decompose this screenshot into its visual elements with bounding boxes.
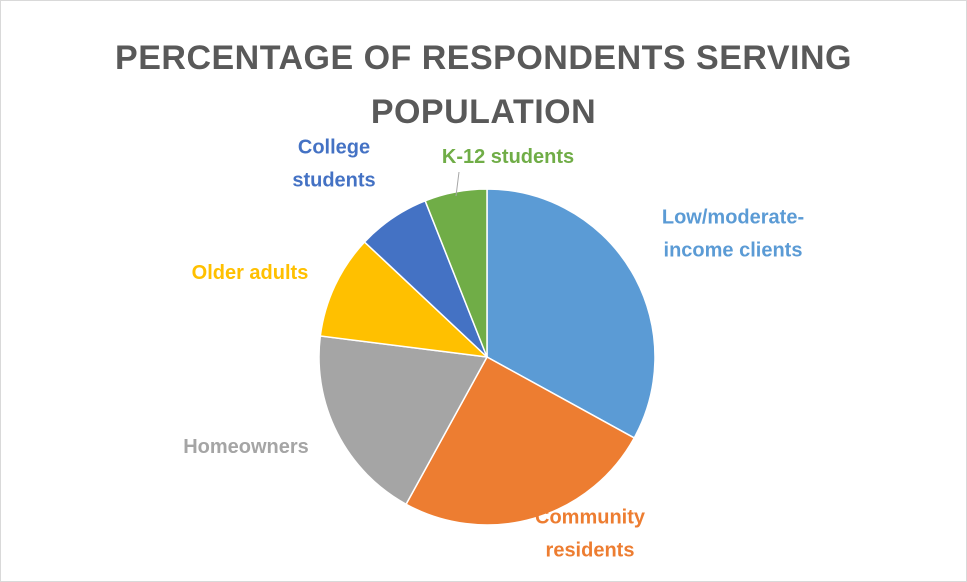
chart-title: PERCENTAGE OF RESPONDENTS SERVING POPULA… xyxy=(1,31,966,139)
slice-label-line: residents xyxy=(546,540,635,562)
slice-label-line: income clients xyxy=(664,240,803,262)
slice-label-line: K-12 students xyxy=(442,146,574,168)
slice-label-line: Community xyxy=(535,507,646,529)
chart-title-line-2: POPULATION xyxy=(370,93,597,131)
pie-slice-homeowners xyxy=(318,335,489,506)
slice-label-low-moderate-income-clients: Low/moderate-income clients xyxy=(662,207,804,262)
slice-label-homeowners: Homeowners xyxy=(183,436,309,458)
pie-slice-community-residents xyxy=(405,355,636,526)
slice-label-line: Homeowners xyxy=(183,436,309,458)
chart-title-line-1: PERCENTAGE OF RESPONDENTS SERVING xyxy=(115,39,852,77)
slice-label-line: students xyxy=(292,170,375,192)
slice-label-line: Older adults xyxy=(192,262,309,284)
slice-label-community-residents: Community residents xyxy=(535,507,646,562)
leader-line-k-12-students xyxy=(455,171,460,197)
pie-slice-low-moderate-income-clients xyxy=(486,188,656,439)
slice-label-college-students: College students xyxy=(292,137,375,192)
slice-label-older-adults: Older adults xyxy=(192,262,309,284)
slice-label-line: College xyxy=(298,137,370,159)
slice-label-line: Low/moderate- xyxy=(662,207,804,229)
slice-label-k-12-students: K-12 students xyxy=(442,146,574,168)
pie-slice-k-12-students xyxy=(424,188,488,358)
pie-slice-older-adults xyxy=(319,240,490,359)
